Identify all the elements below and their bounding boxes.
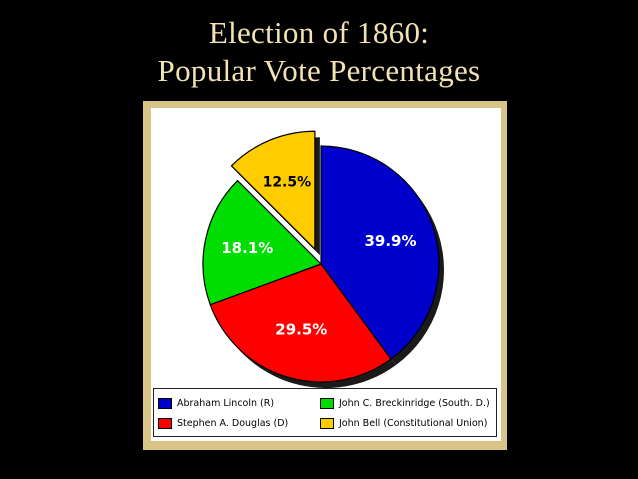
legend-item-bell: John Bell (Constitutional Union) <box>320 415 487 431</box>
slice-bell <box>230 130 316 250</box>
slice-breckinridge <box>202 179 322 306</box>
slice-label-bell: 12.5% <box>263 175 312 191</box>
title-line-2: Popular Vote Percentages <box>157 53 481 88</box>
pie-slice-layer <box>202 130 440 383</box>
slice-label-douglas: 29.5% <box>275 321 327 339</box>
chart-panel: 39.9% 29.5% 18.1% 12.5% Abraham Lincoln (R)… <box>151 108 501 441</box>
pie-label-layer: 39.9% 29.5% 18.1% 12.5% <box>221 175 416 339</box>
legend-swatch-lincoln <box>158 397 172 409</box>
legend-label-lincoln: Abraham Lincoln (R) <box>177 397 275 409</box>
legend-item-breckinridge: John C. Breckinridge (South. D.) <box>320 395 490 411</box>
slice-label-lincoln: 39.9% <box>364 232 416 250</box>
legend-item-lincoln: Abraham Lincoln (R) <box>158 395 274 411</box>
legend-swatch-douglas <box>158 417 172 429</box>
legend-swatch-bell <box>320 417 334 429</box>
legend-swatch-breckinridge <box>320 397 334 409</box>
slice-douglas <box>209 263 392 383</box>
legend-label-breckinridge: John C. Breckinridge (South. D.) <box>339 397 490 409</box>
legend-label-bell: John Bell (Constitutional Union) <box>339 417 488 429</box>
legend-item-douglas: Stephen A. Douglas (D) <box>158 415 288 431</box>
legend-label-douglas: Stephen A. Douglas (D) <box>177 417 289 429</box>
slide-title: Election of 1860: Popular Vote Percentag… <box>0 14 638 90</box>
slice-lincoln <box>320 145 440 360</box>
title-line-1: Election of 1860: <box>208 15 430 50</box>
chart-legend: Abraham Lincoln (R) Stephen A. Douglas (… <box>153 388 497 437</box>
pie-chart: 39.9% 29.5% 18.1% 12.5% <box>202 130 445 388</box>
slice-label-breckinridge: 18.1% <box>221 239 273 257</box>
